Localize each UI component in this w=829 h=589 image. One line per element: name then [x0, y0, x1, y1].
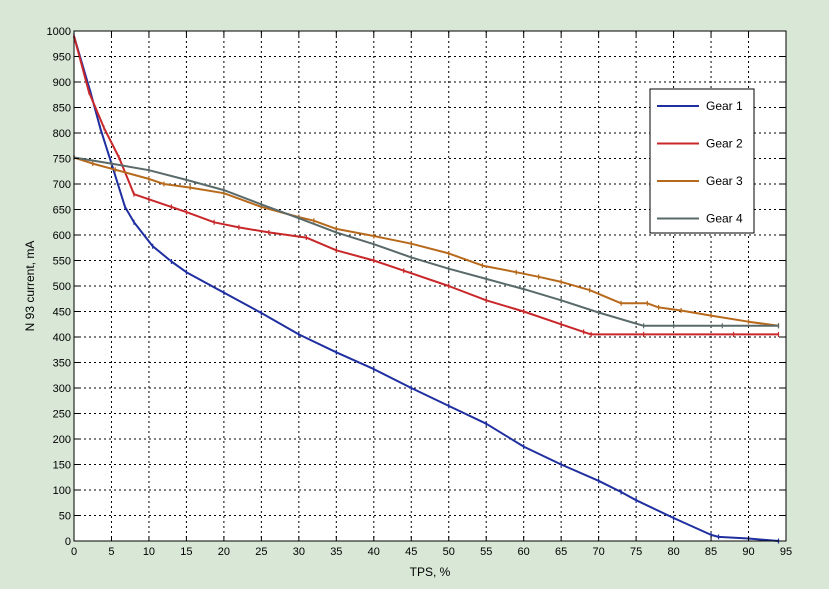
y-tick-label: 200	[53, 434, 71, 446]
y-tick-label: 750	[53, 154, 71, 166]
y-tick-label: 650	[53, 205, 71, 217]
x-tick-label: 20	[218, 546, 230, 558]
y-tick-label: 350	[53, 358, 71, 370]
legend-label-gear-4: Gear 4	[706, 212, 743, 226]
x-tick-label: 85	[705, 546, 717, 558]
y-tick-label: 600	[53, 230, 71, 242]
y-tick-label: 850	[53, 103, 71, 115]
x-tick-label: 0	[71, 546, 77, 558]
x-tick-label: 95	[780, 546, 792, 558]
y-tick-label: 800	[53, 128, 71, 140]
y-tick-label: 400	[53, 332, 71, 344]
x-tick-label: 50	[443, 546, 455, 558]
x-tick-label: 55	[480, 546, 492, 558]
series-line-gear-2	[73, 35, 779, 336]
x-tick-label: 90	[742, 546, 754, 558]
x-tick-label: 30	[293, 546, 305, 558]
legend-label-gear-1: Gear 1	[706, 99, 743, 113]
y-tick-label: 700	[53, 179, 71, 191]
y-tick-label: 550	[53, 256, 71, 268]
x-tick-label: 65	[555, 546, 567, 558]
y-tick-label: 1000	[47, 26, 71, 38]
series-line-gear-3	[73, 156, 779, 327]
y-tick-label: 900	[53, 77, 71, 89]
x-tick-label: 15	[180, 546, 192, 558]
y-tick-label: 0	[65, 536, 71, 548]
axis-ticks: 0 5 10 15 20 25 30 35 40 45 50 55 60 65 70 75 80 85 90 9505…	[47, 26, 793, 558]
y-tick-label: 100	[53, 485, 71, 497]
legend-label-gear-3: Gear 3	[706, 174, 743, 188]
x-tick-label: 60	[518, 546, 530, 558]
y-tick-label: 300	[53, 383, 71, 395]
legend-label-gear-2: Gear 2	[706, 137, 743, 151]
legend-box	[649, 88, 755, 234]
x-axis-label: TPS, %	[410, 565, 451, 579]
y-tick-label: 950	[53, 52, 71, 64]
y-tick-label: 500	[53, 281, 71, 293]
x-tick-label: 5	[108, 546, 114, 558]
x-tick-label: 45	[405, 546, 417, 558]
x-tick-label: 75	[630, 546, 642, 558]
x-tick-label: 40	[368, 546, 380, 558]
legend: Gear 1 Gear 2 Gear 3 Gear 4	[649, 88, 755, 234]
x-tick-label: 35	[330, 546, 342, 558]
y-axis-label: N 93 current, mA	[23, 241, 37, 332]
x-tick-label: 70	[593, 546, 605, 558]
y-tick-label: 450	[53, 307, 71, 319]
y-tick-label: 150	[53, 460, 71, 472]
x-tick-label: 10	[143, 546, 155, 558]
y-tick-label: 250	[53, 409, 71, 421]
x-tick-label: 80	[667, 546, 679, 558]
x-tick-label: 25	[255, 546, 267, 558]
y-tick-label: 50	[59, 511, 71, 523]
series-group	[73, 33, 780, 544]
